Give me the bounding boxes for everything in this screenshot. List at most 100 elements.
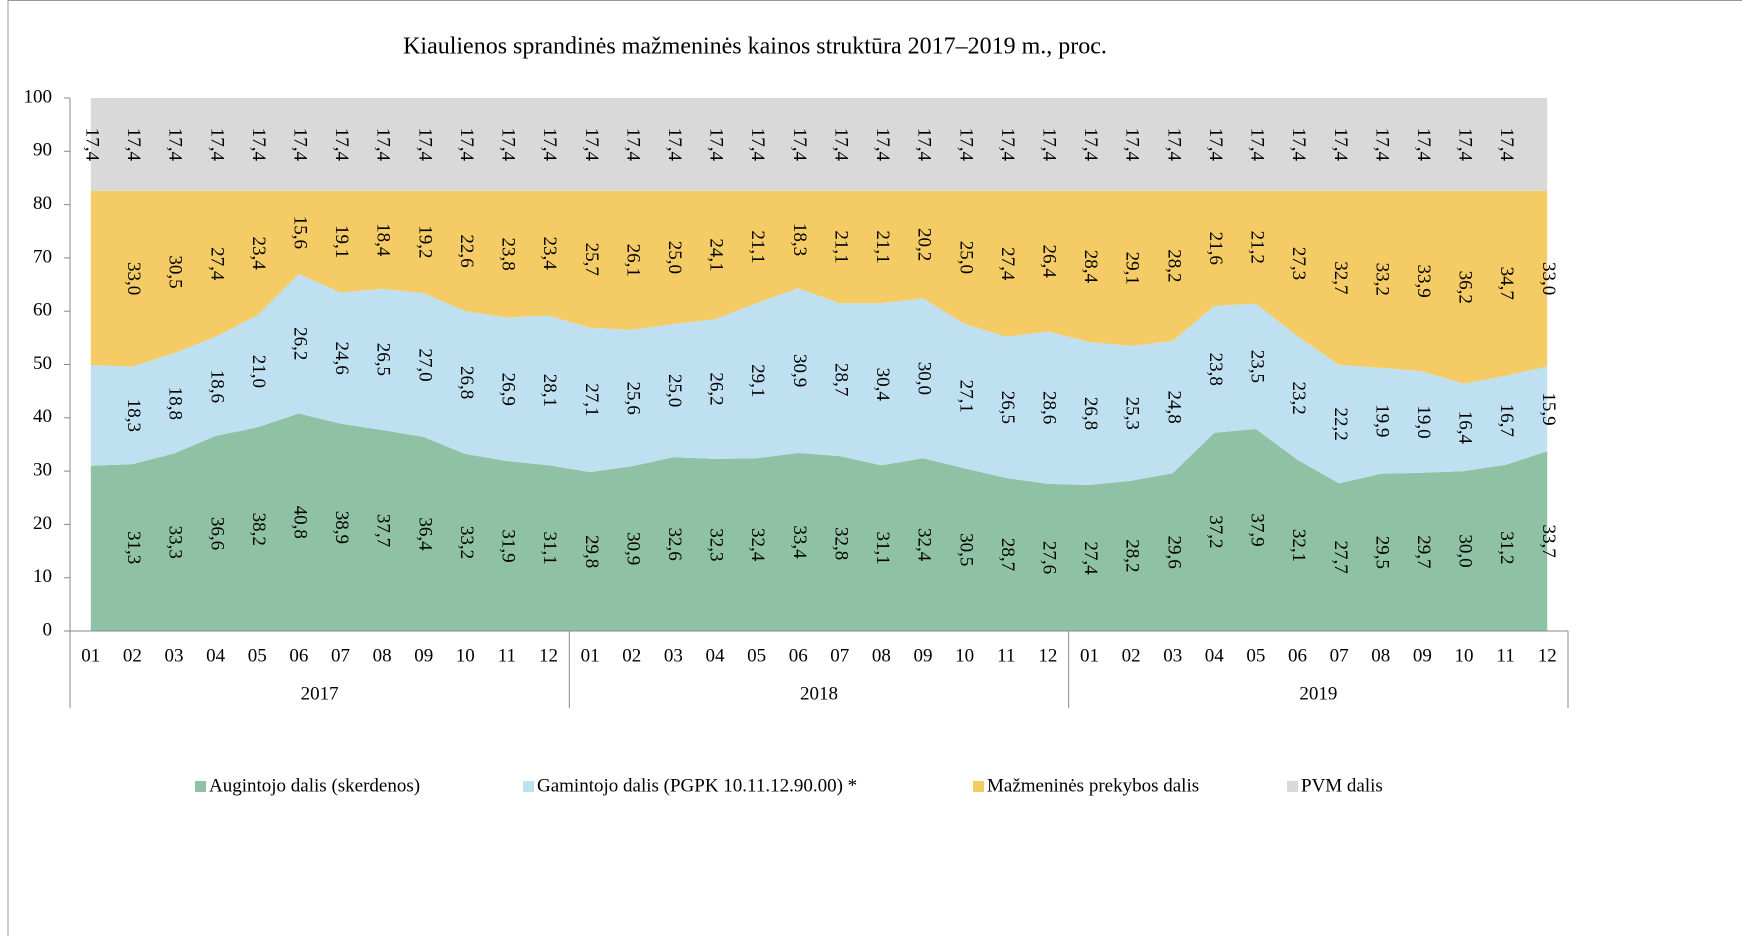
value-label: 17,4 (456, 128, 477, 162)
value-label: 22,6 (456, 234, 477, 267)
y-tick-label: 50 (33, 353, 52, 374)
value-label: 17,4 (539, 128, 560, 162)
value-label: 17,4 (581, 128, 602, 162)
value-label: 32,4 (914, 528, 935, 562)
value-label: 17,4 (248, 128, 269, 162)
value-label: 17,4 (1371, 128, 1392, 162)
value-label: 31,1 (872, 531, 893, 564)
value-label: 16,7 (1496, 404, 1517, 437)
value-label: 31,2 (1496, 531, 1517, 564)
value-label: 27,0 (414, 348, 435, 381)
x-tick-label: 02 (123, 645, 142, 666)
value-label: 28,2 (1163, 249, 1184, 282)
value-label: 16,4 (1455, 411, 1476, 445)
x-tick-label: 11 (498, 645, 516, 666)
value-label: 33,2 (456, 526, 477, 559)
value-label: 29,8 (581, 535, 602, 568)
legend-label: Gamintojo dalis (PGPK 10.11.12.90.00) * (537, 775, 857, 796)
value-label: 27,3 (1288, 247, 1309, 280)
legend-label: PVM dalis (1301, 775, 1383, 796)
x-tick-label: 05 (747, 645, 766, 666)
value-label: 32,1 (1288, 529, 1309, 562)
value-label: 24,8 (1163, 391, 1184, 424)
legend-label: Mažmeninės prekybos dalis (987, 775, 1199, 796)
value-label: 17,4 (830, 128, 851, 162)
x-tick-label: 05 (248, 645, 267, 666)
value-label: 21,1 (872, 230, 893, 263)
value-label: 17,4 (1163, 128, 1184, 162)
value-label: 33,2 (1371, 263, 1392, 296)
value-label: 31,9 (498, 529, 519, 562)
value-label: 30,5 (955, 533, 976, 566)
value-label: 17,4 (955, 128, 976, 162)
value-label: 17,4 (1080, 128, 1101, 162)
value-label: 21,1 (830, 230, 851, 263)
value-label: 30,4 (872, 368, 893, 402)
value-label: 37,2 (1205, 515, 1226, 548)
value-label: 20,2 (914, 228, 935, 261)
value-label: 18,3 (789, 223, 810, 256)
value-label: 32,4 (747, 528, 768, 562)
value-label: 26,8 (456, 366, 477, 399)
x-tick-label: 08 (1371, 645, 1390, 666)
value-label: 38,9 (331, 511, 352, 544)
value-label: 24,6 (331, 341, 352, 374)
legend-swatch (195, 781, 206, 792)
x-tick-label: 01 (81, 645, 100, 666)
chart-title: Kiaulienos sprandinės mažmeninės kainos … (403, 34, 1107, 60)
value-label: 26,1 (622, 244, 643, 277)
value-label: 17,4 (373, 128, 394, 162)
x-tick-label: 02 (1122, 645, 1141, 666)
y-tick-label: 30 (33, 459, 52, 480)
value-label: 28,4 (1080, 250, 1101, 284)
value-label: 21,1 (747, 230, 768, 263)
value-label: 28,6 (1039, 391, 1060, 424)
x-tick-label: 05 (1246, 645, 1265, 666)
value-label: 17,4 (206, 128, 227, 162)
value-label: 31,1 (539, 531, 560, 564)
value-label: 17,4 (747, 128, 768, 162)
area (90, 98, 1548, 191)
value-label: 19,9 (1371, 404, 1392, 437)
value-label: 18,8 (165, 387, 186, 420)
value-label: 27,4 (206, 247, 227, 281)
value-label: 32,7 (1330, 261, 1351, 294)
value-label: 17,4 (1496, 128, 1517, 162)
value-label: 17,4 (498, 128, 519, 162)
value-label: 30,9 (789, 354, 810, 387)
legend-swatch (973, 781, 984, 792)
value-label: 19,0 (1413, 405, 1434, 438)
value-label: 17,4 (1455, 128, 1476, 162)
value-label: 26,2 (290, 327, 311, 360)
value-label: 36,4 (414, 517, 435, 551)
value-label: 30,0 (1455, 534, 1476, 567)
value-label: 37,7 (373, 514, 394, 547)
value-label: 17,4 (123, 128, 144, 162)
x-tick-label: 04 (705, 645, 725, 666)
value-label: 18,6 (206, 370, 227, 403)
value-label: 30,5 (165, 255, 186, 288)
value-label: 21,0 (248, 355, 269, 388)
x-tick-label: 06 (289, 645, 308, 666)
y-tick-label: 90 (33, 140, 52, 161)
y-tick-label: 100 (24, 86, 53, 107)
value-label: 17,4 (664, 128, 685, 162)
value-label: 33,0 (123, 262, 144, 295)
value-label: 27,4 (997, 247, 1018, 281)
value-label: 27,6 (1039, 541, 1060, 574)
legend-swatch (1287, 781, 1298, 792)
value-label: 17,4 (331, 128, 352, 162)
value-label: 25,0 (955, 241, 976, 274)
value-label: 27,1 (581, 383, 602, 416)
value-label: 26,4 (1039, 244, 1060, 278)
value-label: 18,4 (373, 223, 394, 257)
legend-label: Augintojo dalis (skerdenos) (209, 775, 420, 796)
value-label: 33,9 (1413, 264, 1434, 297)
value-label: 17,4 (997, 128, 1018, 162)
x-tick-label: 10 (1454, 645, 1473, 666)
x-tick-label: 09 (1413, 645, 1432, 666)
value-label: 17,4 (1205, 128, 1226, 162)
value-label: 17,4 (414, 128, 435, 162)
value-label: 15,9 (1538, 392, 1559, 425)
